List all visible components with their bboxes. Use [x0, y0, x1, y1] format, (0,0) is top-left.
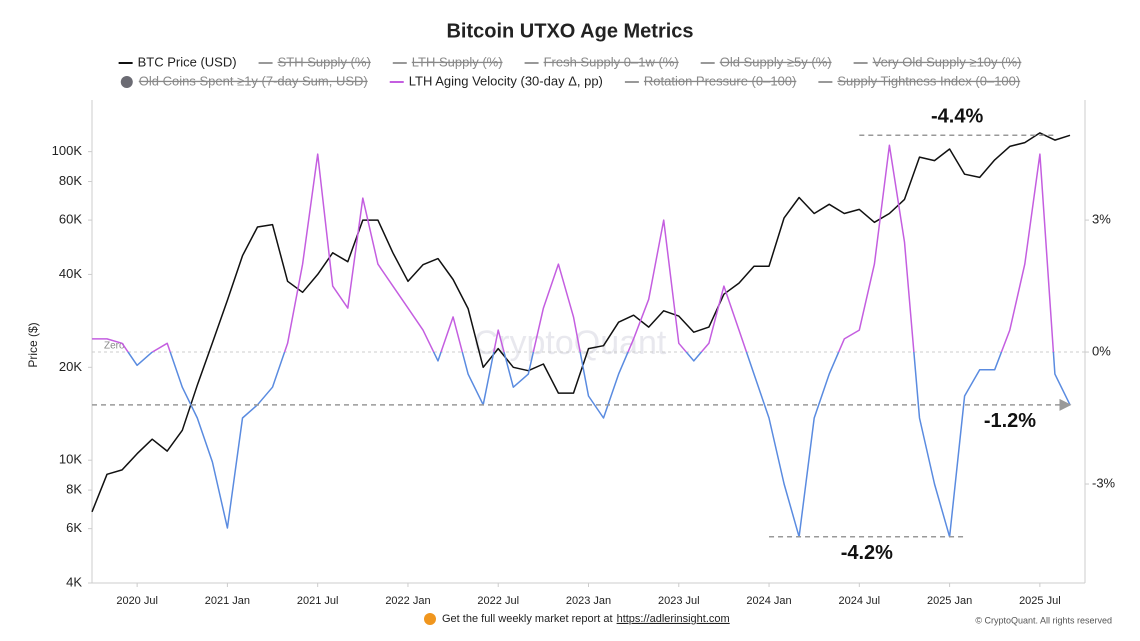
y-tick-label: 80K	[59, 173, 82, 188]
chart-title: Bitcoin UTXO Age Metrics	[446, 20, 693, 42]
footer-icon	[424, 613, 436, 625]
y-tick-label: 8K	[66, 482, 82, 497]
copyright: © CryptoQuant. All rights reserved	[975, 615, 1112, 625]
x-tick-label: 2023 Jan	[566, 595, 611, 607]
x-tick-label: 2020 Jul	[116, 595, 158, 607]
zero-label: Zero	[104, 341, 125, 352]
y-tick-label: 20K	[59, 359, 82, 374]
footer-text: Get the full weekly market report at	[442, 613, 613, 625]
legend-label: LTH Aging Velocity (30-day Δ, pp)	[409, 73, 603, 88]
x-tick-label: 2025 Jul	[1019, 595, 1061, 607]
annotation-label: -1.2%	[984, 410, 1036, 432]
y2-tick-label: 3%	[1092, 212, 1111, 227]
annotation-label: -4.2%	[841, 542, 893, 564]
x-tick-label: 2023 Jul	[658, 595, 700, 607]
legend-label: BTC Price (USD)	[138, 54, 237, 69]
legend-label: Supply Tightness Index (0–100)	[837, 73, 1020, 88]
annotation-label: -4.4%	[931, 106, 983, 128]
legend-label: LTH Supply (%)	[412, 54, 503, 69]
legend-label: Very Old Supply ≥10y (%)	[873, 54, 1022, 69]
y-tick-label: 6K	[66, 520, 82, 535]
y2-tick-label: 0%	[1092, 343, 1111, 358]
legend-row: BTC Price (USD) STH Supply (%) LTH Supply …	[118, 54, 1022, 69]
series-line	[91, 132, 1071, 513]
x-tick-label: 2024 Jul	[839, 595, 881, 607]
x-tick-label: 2021 Jul	[297, 595, 339, 607]
x-tick-label: 2025 Jan	[927, 595, 972, 607]
legend-label: Old Supply ≥5y (%)	[720, 54, 832, 69]
x-tick-label: 2022 Jul	[477, 595, 519, 607]
y-tick-label: 60K	[59, 212, 82, 227]
x-tick-label: 2021 Jan	[205, 595, 250, 607]
watermark: CryptoQuant	[474, 324, 667, 362]
x-tick-label: 2024 Jan	[746, 595, 791, 607]
y-tick-label: 4K	[66, 574, 82, 589]
legend-label: Fresh Supply 0–1w (%)	[544, 54, 679, 69]
legend-row: Old Coins Spent ≥1y (7-day Sum, USD) LTH …	[120, 73, 1020, 88]
y-tick-label: 100K	[52, 143, 83, 158]
series-line	[92, 144, 1071, 538]
legend-marker	[120, 76, 133, 88]
legend-label: STH Supply (%)	[278, 54, 371, 69]
y-axis-label: Price ($)	[26, 322, 40, 367]
legend-label: Old Coins Spent ≥1y (7-day Sum, USD)	[139, 73, 368, 88]
legend-label: Rotation Pressure (0–100)	[644, 73, 796, 88]
x-tick-label: 2022 Jan	[385, 595, 430, 607]
footer-link[interactable]: https://adlerinsight.com	[617, 613, 730, 625]
y2-tick-label: -3%	[1092, 475, 1116, 490]
y-tick-label: 40K	[59, 266, 82, 281]
y-tick-label: 10K	[59, 452, 82, 467]
